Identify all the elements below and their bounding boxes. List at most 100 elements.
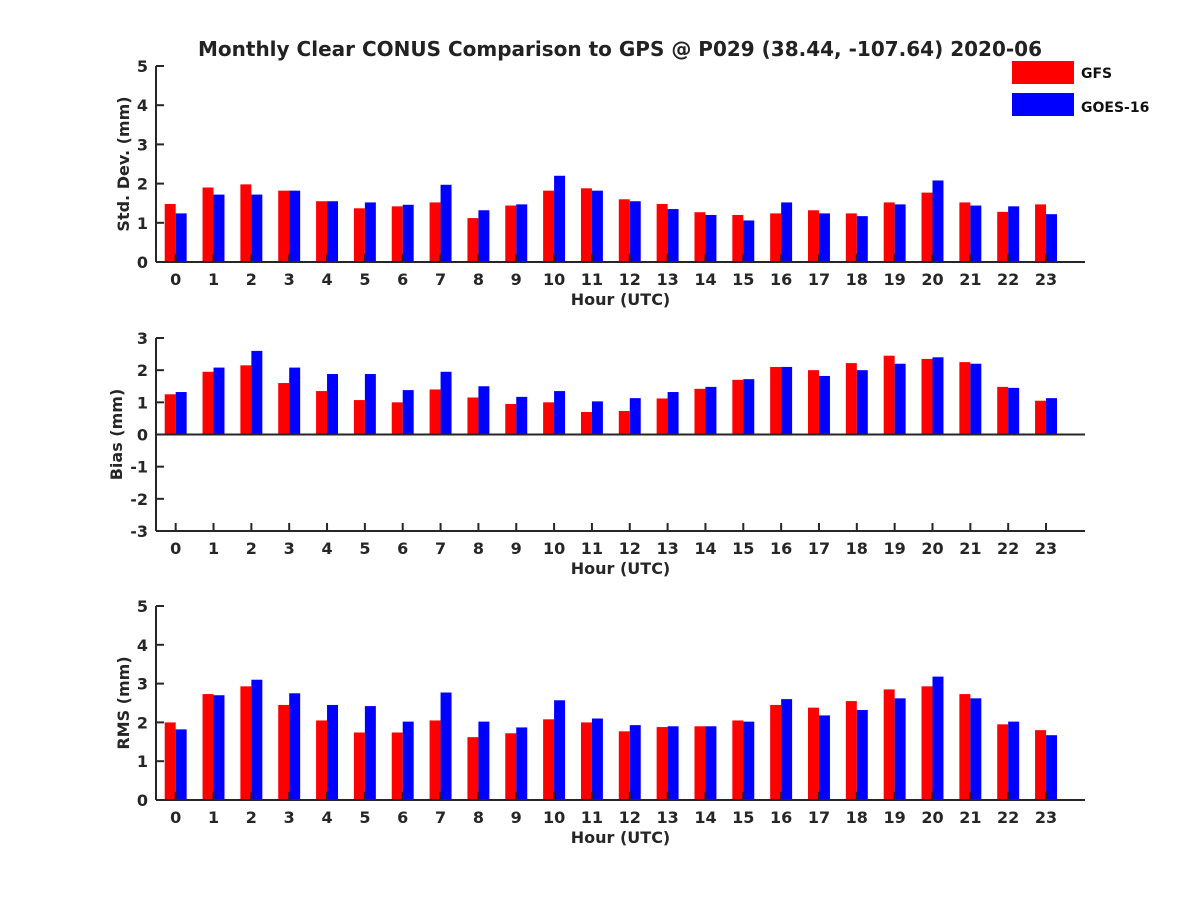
rms-ytick-label: 2 [137, 713, 148, 732]
rms-bar-goes16-16 [781, 699, 793, 800]
rms-bar-gfs-16 [770, 704, 782, 800]
figure-title: Monthly Clear CONUS Comparison to GPS @ … [198, 37, 1042, 61]
rms-xtick-label: 22 [997, 808, 1019, 827]
rms-xtick-label: 0 [170, 808, 181, 827]
std-dev-bar-goes16-1 [213, 194, 225, 262]
rms-bar-goes16-13 [667, 726, 679, 800]
rms-bar-gfs-17 [808, 707, 819, 800]
std-dev-xtick-label: 15 [732, 270, 754, 289]
std-dev-xtick-label: 10 [543, 270, 565, 289]
std-dev-xtick-label: 19 [884, 270, 906, 289]
rms-bar-gfs-8 [467, 737, 479, 800]
rms-bar-goes16-22 [1008, 721, 1020, 800]
rms-bar-gfs-0 [164, 722, 176, 800]
rms-bar-gfs-21 [959, 694, 971, 800]
rms-xtick-label: 15 [732, 808, 754, 827]
bias-bar-gfs-1 [202, 371, 214, 435]
rms-bar-gfs-15 [732, 720, 744, 800]
bias-bar-gfs-21 [959, 362, 971, 435]
bias-bar-gfs-13 [656, 398, 668, 435]
rms-xtick-label: 11 [581, 808, 603, 827]
bias-ytick-label: -2 [130, 490, 148, 509]
bias-ytick-label: -3 [130, 522, 148, 541]
rms-ytick-label: 1 [137, 752, 148, 771]
std-dev-bar-goes16-6 [402, 204, 414, 262]
std-dev-xtick-label: 8 [473, 270, 484, 289]
std-dev-bar-gfs-9 [505, 205, 517, 262]
bias-bar-gfs-7 [429, 389, 441, 435]
bias-bar-gfs-12 [618, 411, 630, 435]
bias-xtick-label: 21 [959, 539, 981, 558]
rms-bar-goes16-6 [402, 721, 414, 800]
bias-xtick-label: 11 [581, 539, 603, 558]
rms-xtick-label: 19 [884, 808, 906, 827]
bias-bar-goes16-7 [440, 371, 452, 435]
rms-bar-gfs-18 [845, 701, 857, 800]
bias-xtick-label: 16 [770, 539, 792, 558]
std-dev-xtick-label: 11 [581, 270, 603, 289]
rms-bar-goes16-21 [970, 698, 982, 800]
std-dev-ytick-label: 2 [137, 175, 148, 194]
std-dev-xtick-label: 1 [208, 270, 219, 289]
bias-xtick-label: 22 [997, 539, 1019, 558]
rms-bar-goes16-17 [818, 715, 830, 800]
rms-bar-goes16-4 [327, 704, 339, 800]
bias-bar-gfs-5 [353, 400, 365, 435]
bias-xtick-label: 0 [170, 539, 181, 558]
bias-bar-goes16-17 [818, 375, 830, 435]
bias-bar-gfs-19 [883, 355, 895, 435]
bias-xlabel: Hour (UTC) [571, 559, 671, 578]
rms-xtick-label: 9 [511, 808, 522, 827]
rms-ytick-label: 0 [137, 791, 148, 810]
legend: GFS GOES-16 [1012, 61, 1149, 116]
rms-bar-goes16-11 [591, 718, 603, 800]
rms-bar-gfs-7 [429, 720, 441, 800]
std-dev-bar-gfs-15 [732, 214, 744, 262]
rms-ytick-label: 3 [137, 675, 148, 694]
bias-xtick-label: 14 [694, 539, 716, 558]
legend-swatch-gfs [1012, 61, 1074, 84]
rms-bar-goes16-10 [554, 700, 566, 800]
bias-ytick-label: 0 [137, 426, 148, 445]
std-dev-bar-goes16-9 [516, 204, 528, 262]
bias-bar-gfs-0 [164, 394, 176, 435]
std-dev-bar-goes16-5 [364, 202, 376, 262]
std-dev-xtick-label: 21 [959, 270, 981, 289]
rms-bar-goes16-2 [251, 679, 263, 800]
bias-xtick-label: 17 [808, 539, 830, 558]
bias-bar-gfs-20 [921, 358, 933, 435]
rms-xtick-label: 16 [770, 808, 792, 827]
bias-bar-goes16-11 [591, 401, 603, 435]
std-dev-bar-gfs-12 [618, 199, 630, 262]
bias-bar-goes16-14 [705, 386, 717, 435]
std-dev-bar-goes16-13 [667, 209, 679, 262]
std-dev-bar-goes16-10 [554, 175, 566, 262]
bias-bar-gfs-16 [770, 366, 782, 435]
bias-ytick-label: 2 [137, 361, 148, 380]
rms-xtick-label: 7 [435, 808, 446, 827]
std-dev-bar-gfs-3 [278, 190, 290, 262]
std-dev-bar-goes16-12 [629, 201, 641, 262]
rms-bar-gfs-11 [580, 722, 592, 800]
rms-bar-gfs-9 [505, 733, 517, 800]
rms-bar-goes16-14 [705, 726, 717, 800]
bias-xtick-label: 8 [473, 539, 484, 558]
bias-xtick-label: 1 [208, 539, 219, 558]
bias-bar-goes16-10 [554, 391, 566, 435]
std-dev-ytick-label: 0 [137, 253, 148, 272]
std-dev-bar-goes16-19 [894, 204, 906, 262]
bias-xtick-label: 13 [656, 539, 678, 558]
std-dev-bar-goes16-2 [251, 194, 263, 262]
rms-xtick-label: 3 [284, 808, 295, 827]
bias-xtick-label: 15 [732, 539, 754, 558]
std-dev-ytick-label: 4 [137, 96, 148, 115]
bias-bar-goes16-9 [516, 396, 528, 435]
bias-xtick-label: 19 [884, 539, 906, 558]
std-dev-bar-gfs-14 [694, 212, 706, 262]
bias-bar-goes16-18 [856, 370, 868, 435]
bias-xtick-label: 2 [246, 539, 257, 558]
bias-bar-gfs-14 [694, 388, 706, 435]
rms-bar-goes16-0 [175, 729, 187, 800]
bias-bar-gfs-3 [278, 383, 290, 435]
